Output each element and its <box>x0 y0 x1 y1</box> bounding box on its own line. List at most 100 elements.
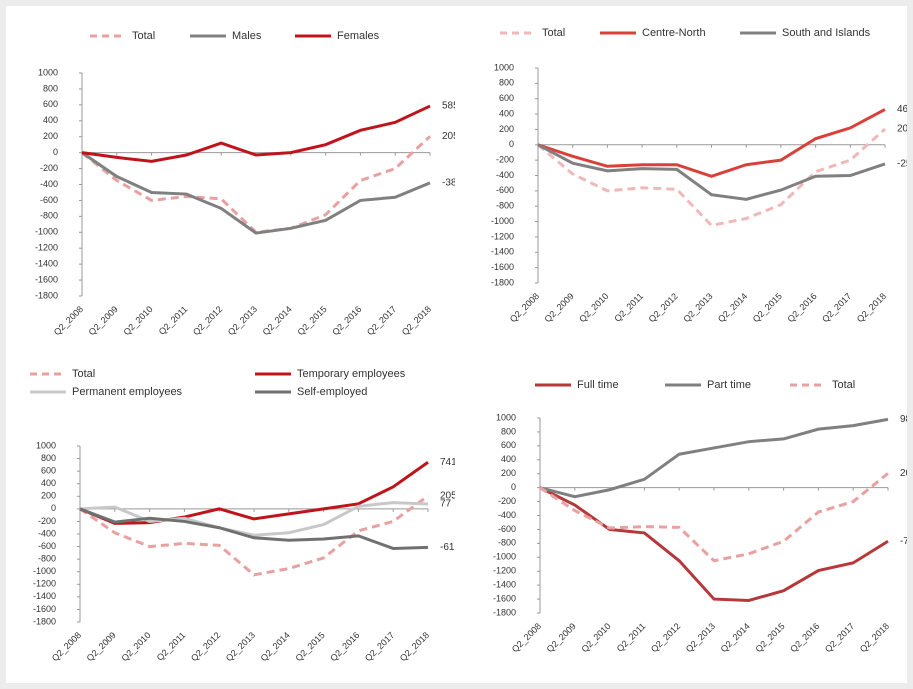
y-tick-label: -1600 <box>35 274 58 284</box>
y-tick-label: 400 <box>43 115 58 125</box>
y-tick-label: -1400 <box>493 580 516 590</box>
value-label: 205 <box>440 491 457 502</box>
chart-panel: 1000 800 600 400 200 0 -200 -400 -600 -800 -1000 -1… <box>35 30 462 337</box>
y-tick-label: -800 <box>498 538 516 548</box>
y-tick-label: -400 <box>40 179 58 189</box>
y-tick-label: 800 <box>43 83 58 93</box>
value-label: -613 <box>440 542 460 553</box>
series-line <box>539 472 889 563</box>
series-line <box>81 104 431 163</box>
series-line <box>79 507 429 550</box>
y-tick-label: -1200 <box>493 566 516 576</box>
legend-label: Males <box>232 30 262 42</box>
y-tick-label: 600 <box>41 466 56 476</box>
y-tick-label: 200 <box>501 468 516 478</box>
legend-label: Full time <box>577 379 619 391</box>
y-tick-label: -400 <box>496 170 514 180</box>
value-label: -380 <box>442 178 462 189</box>
y-tick-label: 200 <box>41 491 56 501</box>
y-tick-label: 800 <box>501 426 516 436</box>
y-tick-label: 600 <box>501 440 516 450</box>
y-tick-label: -1200 <box>33 579 56 589</box>
value-label: 205 <box>442 131 459 142</box>
y-tick-label: -200 <box>38 516 56 526</box>
y-tick-label: 0 <box>53 147 58 157</box>
y-tick-label: 1000 <box>494 62 514 72</box>
y-tick-label: -1800 <box>35 290 58 300</box>
y-tick-label: -600 <box>496 185 514 195</box>
y-tick-label: -1600 <box>493 593 516 603</box>
legend-label: Permanent employees <box>72 386 183 398</box>
y-tick-label: -1200 <box>491 231 514 241</box>
y-tick-label: 1000 <box>496 412 516 422</box>
background <box>6 6 907 683</box>
series-line <box>537 143 886 201</box>
y-tick-label: 400 <box>499 108 514 118</box>
series-line <box>79 501 429 537</box>
y-tick-label: -800 <box>496 201 514 211</box>
legend-label: Self-employed <box>297 386 367 398</box>
series-line <box>81 151 431 235</box>
value-label: 205 <box>897 124 913 135</box>
y-tick-label: 800 <box>41 453 56 463</box>
y-tick-label: -1800 <box>493 607 516 617</box>
y-tick-label: 200 <box>499 124 514 134</box>
series-line <box>79 494 429 577</box>
legend-label: Total <box>132 30 155 42</box>
y-tick-label: -200 <box>40 163 58 173</box>
value-label: 205 <box>900 468 913 479</box>
y-tick-label: -600 <box>40 195 58 205</box>
y-tick-label: -400 <box>498 510 516 520</box>
series-line <box>539 417 889 499</box>
y-tick-label: -200 <box>496 155 514 165</box>
y-tick-label: -800 <box>38 554 56 564</box>
y-tick-label: 200 <box>43 131 58 141</box>
value-label: 77 <box>440 499 452 510</box>
value-label: 980 <box>900 414 913 425</box>
legend-label: Total <box>72 368 95 380</box>
y-tick-label: 400 <box>501 454 516 464</box>
legend-label: Females <box>337 30 380 42</box>
y-tick-label: -1200 <box>35 243 58 253</box>
y-tick-label: 600 <box>43 99 58 109</box>
y-tick-label: 0 <box>511 482 516 492</box>
y-tick-label: 0 <box>509 139 514 149</box>
legend-label: Total <box>542 27 565 39</box>
y-tick-label: -600 <box>38 541 56 551</box>
value-label: -250 <box>897 159 913 170</box>
y-tick-label: -1600 <box>491 262 514 272</box>
y-tick-label: -1800 <box>491 277 514 287</box>
value-label: 585 <box>442 101 459 112</box>
y-tick-label: -800 <box>40 211 58 221</box>
legend-label: Centre-North <box>642 27 706 39</box>
y-tick-label: 1000 <box>36 440 56 450</box>
y-tick-label: 400 <box>41 478 56 488</box>
y-tick-label: 0 <box>51 503 56 513</box>
series-line <box>537 127 887 228</box>
y-tick-label: -1400 <box>491 247 514 257</box>
y-tick-label: -1000 <box>493 552 516 562</box>
series-line <box>79 461 429 525</box>
legend-label: South and Islands <box>782 27 871 39</box>
y-tick-label: -1400 <box>33 591 56 601</box>
y-tick-label: -600 <box>498 524 516 534</box>
value-label: -770 <box>900 536 913 547</box>
y-tick-label: -1000 <box>491 216 514 226</box>
y-tick-label: -400 <box>38 528 56 538</box>
y-tick-label: -1800 <box>33 616 56 626</box>
y-tick-label: -1400 <box>35 259 58 269</box>
y-tick-label: -1000 <box>33 566 56 576</box>
y-tick-label: 1000 <box>38 67 58 77</box>
y-tick-label: -1000 <box>35 227 58 237</box>
legend-label: Total <box>832 379 855 391</box>
value-label: 741 <box>440 457 457 468</box>
y-tick-label: 600 <box>499 93 514 103</box>
y-tick-label: 800 <box>499 78 514 88</box>
y-tick-label: -1600 <box>33 604 56 614</box>
series-line <box>537 108 886 178</box>
y-tick-label: -200 <box>498 496 516 506</box>
legend-label: Part time <box>707 379 751 391</box>
value-label: 460 <box>897 104 913 115</box>
legend-label: Temporary employees <box>297 368 406 380</box>
